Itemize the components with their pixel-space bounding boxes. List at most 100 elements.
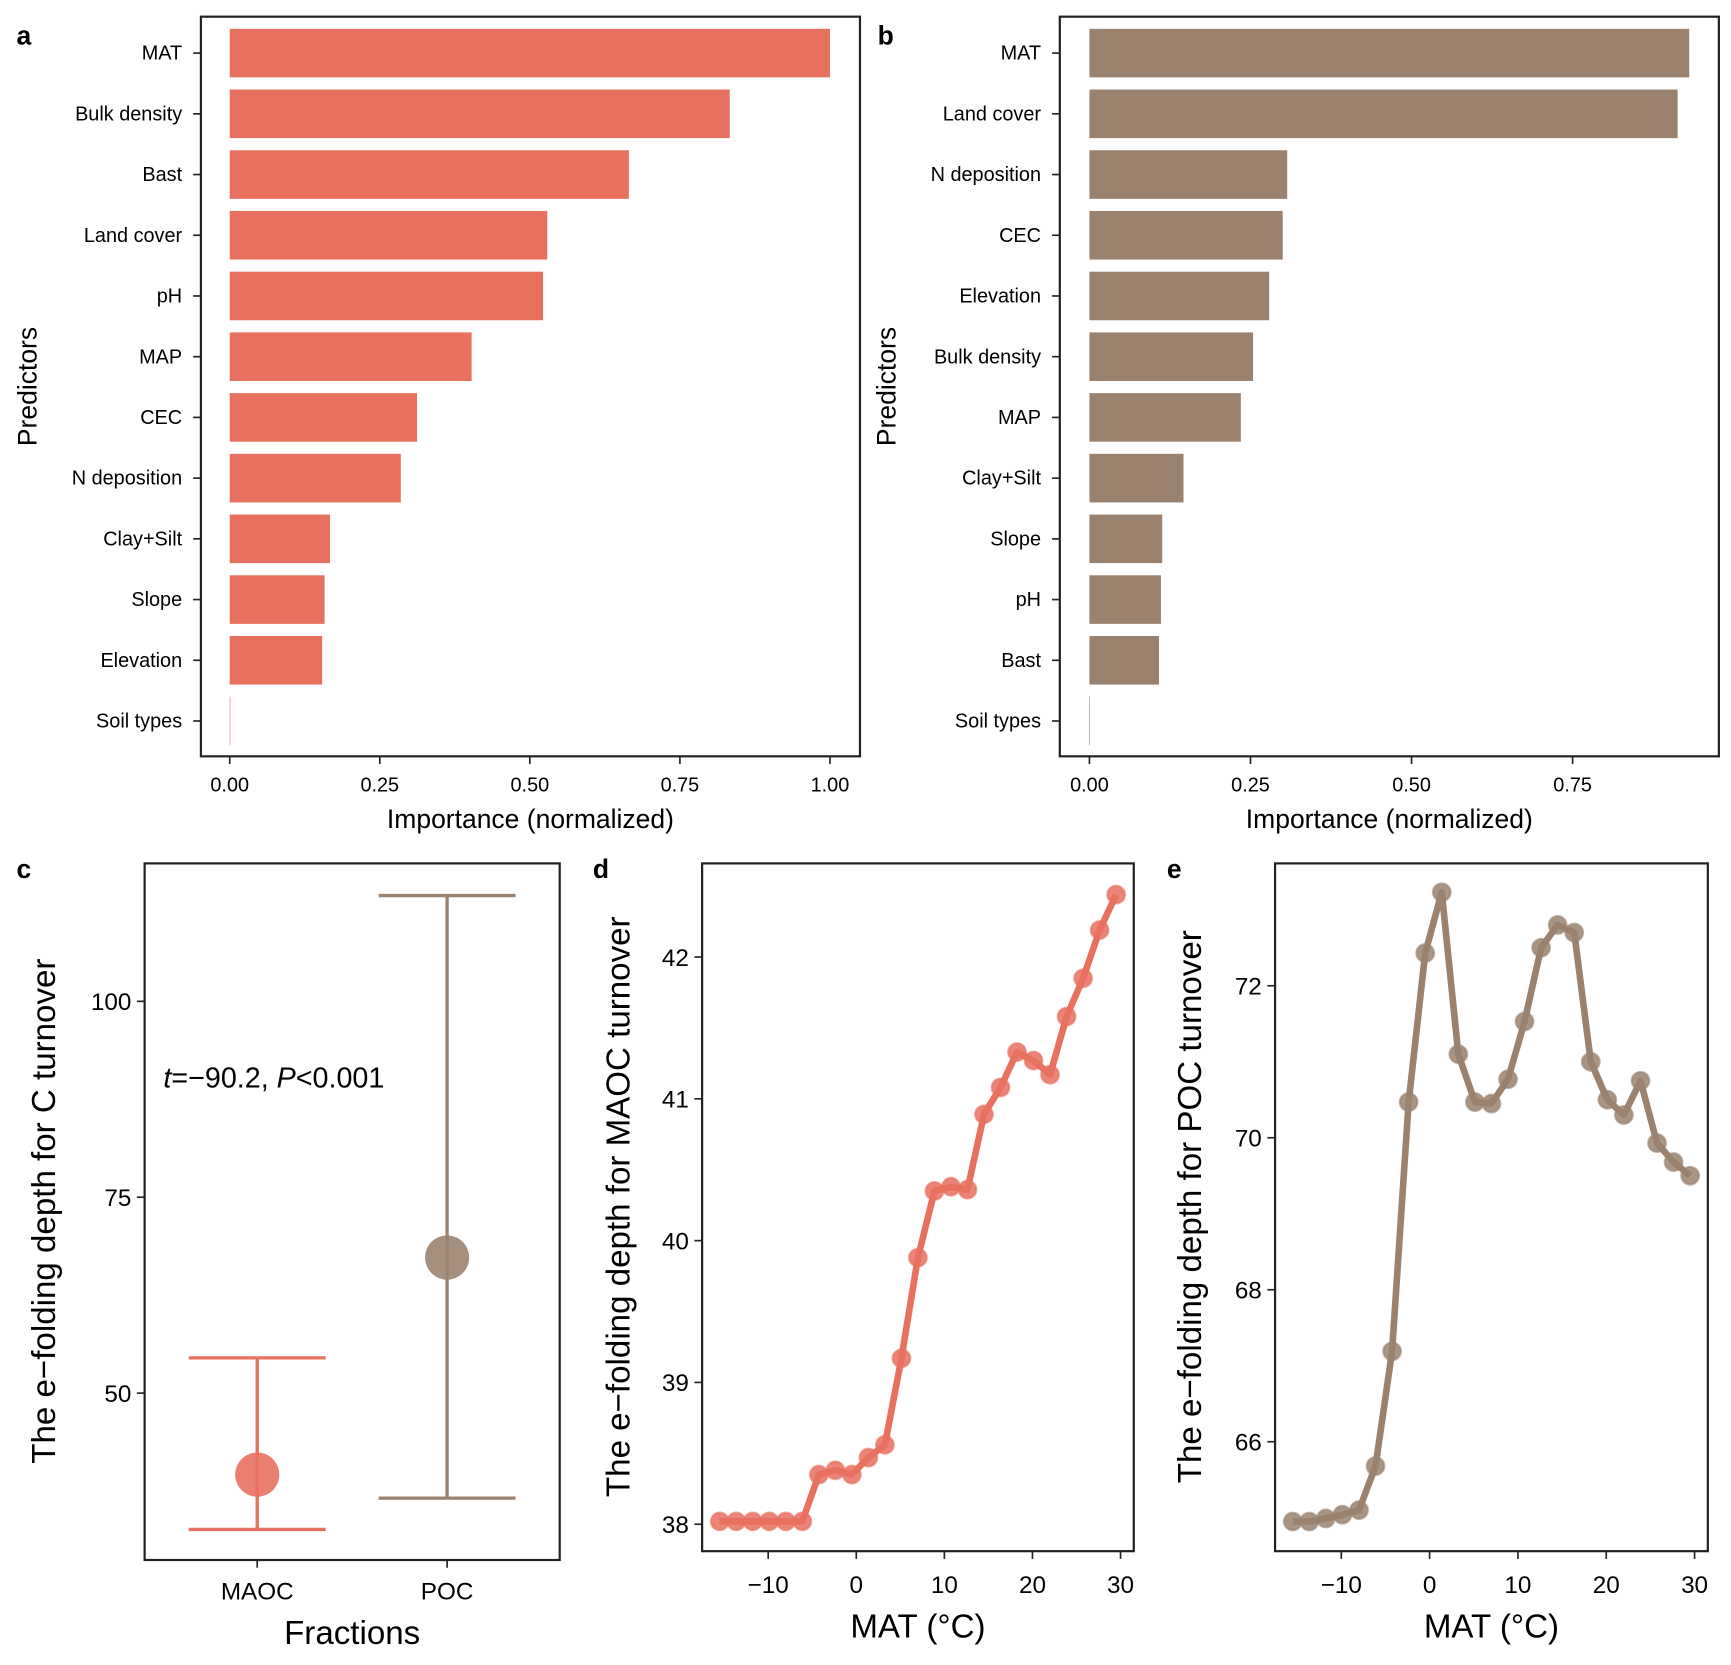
data-point [1315,1508,1336,1529]
data-point [1481,1093,1502,1114]
y-tick-label: 41 [662,1087,689,1114]
y-tick-label: Bulk density [75,103,182,125]
bar [229,332,472,381]
y-axis-label: The e−folding depth for POC turnover [1172,930,1209,1483]
data-point [990,1077,1011,1098]
y-tick-label: 75 [104,1185,131,1212]
data-point [941,1176,961,1197]
panel-e: e The e−folding depth for POC turnover 66 6… [1167,854,1709,1645]
bar [1089,696,1090,746]
data-point [825,1460,846,1481]
data-point [1415,943,1436,964]
y-tick-label: Land cover [943,103,1042,125]
data-point [1382,1341,1403,1362]
data-point [1282,1511,1303,1532]
x-tick-label: 0.25 [1231,775,1270,797]
data-point [841,1464,862,1485]
data-point [957,1179,978,1200]
x-axis-label: MAT (°C) [850,1608,985,1645]
bar [1089,575,1161,624]
y-tick-label: Land cover [84,225,183,247]
y-tick-label: 42 [662,945,689,972]
bar [1089,332,1254,381]
x-tick-label: 10 [1504,1572,1531,1599]
x-tick-label: 10 [931,1572,958,1599]
annotation-t: t [163,1063,172,1095]
y-tick-label: Clay+Silt [962,468,1041,490]
panel-letter: b [878,20,894,50]
y-tick-label: 40 [662,1228,689,1255]
panel-letter: a [17,20,32,50]
y-tick-label: CEC [999,225,1041,247]
y-tick-label: Soil types [955,711,1041,733]
data-point [1630,1070,1651,1091]
data-point [908,1247,928,1268]
plot-frame [701,862,1135,1553]
y-tick-label: Soil types [96,711,182,733]
data-point [1056,1006,1077,1027]
x-tick-label: −10 [1321,1572,1362,1599]
data-point [792,1511,813,1532]
annotation-p-value: <0.001 [296,1063,385,1095]
panel-a: a Predictors MAT Bulk density Bast Land cover… [12,15,862,834]
bar [229,635,323,685]
data-point [1448,1044,1469,1065]
x-axis-label: Fractions [284,1615,420,1652]
data-point [1073,968,1094,989]
y-tick-label: Bast [142,164,182,186]
bar [229,575,325,624]
bar [229,514,330,564]
y-tick-label: N deposition [72,468,182,490]
x-tick-label: 1.00 [811,775,850,797]
bar [229,696,231,746]
bar [229,89,730,139]
plot-frame [1273,862,1709,1553]
data-point [726,1511,747,1532]
panel-letter: d [593,854,609,884]
data-point [891,1348,912,1369]
y-tick-label: Elevation [959,286,1041,308]
y-tick-label: 68 [1235,1278,1262,1305]
y-tick-label: N deposition [931,164,1041,186]
y-axis-label: The e−folding depth for C turnover [26,959,63,1464]
y-tick-label: Bast [1001,650,1041,672]
series-line [1292,888,1693,1525]
data-point [1299,1511,1320,1532]
bar [1089,150,1288,199]
annotation: t=−90.2, P<0.001 [163,1063,384,1095]
x-tick-label: 0 [850,1572,864,1599]
data-point [1647,1133,1667,1154]
x-tick-label: 30 [1107,1572,1134,1599]
data-point [858,1447,879,1468]
panel-b: b Predictors MAT Land cover N deposition CEC E… [871,15,1720,834]
y-tick-label: 66 [1235,1430,1262,1457]
bar [229,271,544,321]
bar [229,393,418,442]
data-point [709,1511,730,1532]
y-tick-label: MAP [139,346,182,368]
bar [1089,271,1270,321]
y-tick-label: MAP [998,407,1041,429]
x-tick-label: 0.00 [210,775,249,797]
data-point [1089,920,1110,940]
data-point [1531,937,1552,958]
y-tick-label: 100 [91,989,131,1016]
data-point [808,1464,829,1485]
series-line [719,893,1120,1525]
x-tick-label: POC [421,1579,474,1606]
x-tick-label: MAOC [221,1579,294,1606]
x-tick-label: 20 [1593,1572,1620,1599]
panel-letter: c [17,854,32,884]
y-tick-label: 50 [104,1381,131,1408]
data-point [1680,1165,1701,1186]
bar [1089,28,1690,78]
bar [229,28,830,78]
x-tick-label: −10 [748,1572,789,1599]
panel-d: d The e−folding depth for MAOC turnover 38… [593,854,1135,1645]
y-tick-label: 38 [662,1512,689,1539]
x-tick-label: 0.75 [1553,775,1592,797]
y-tick-label: 70 [1235,1126,1262,1153]
data-point [1613,1105,1634,1125]
data-point [1040,1064,1061,1085]
data-point [1514,1011,1535,1032]
